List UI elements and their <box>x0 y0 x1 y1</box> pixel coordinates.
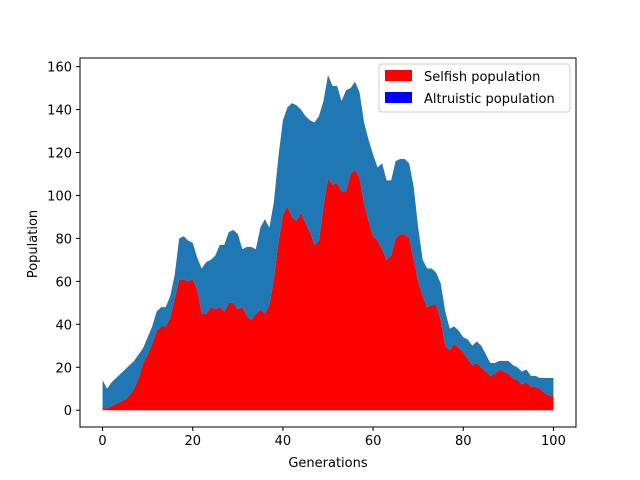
y-tick-label: 20 <box>55 361 72 376</box>
x-axis-label: Generations <box>288 456 368 471</box>
y-tick-label: 0 <box>64 404 72 419</box>
y-tick-label: 80 <box>55 232 72 247</box>
x-tick-label: 80 <box>455 434 472 449</box>
legend-label-selfish: Selfish population <box>424 70 540 85</box>
plot-area <box>102 75 554 411</box>
y-tick-label: 160 <box>47 61 72 76</box>
x-tick-label: 100 <box>541 434 566 449</box>
y-tick-label: 140 <box>47 104 72 119</box>
x-tick-label: 40 <box>275 434 292 449</box>
area-series-selfish <box>102 169 554 411</box>
axes: 0 20 40 60 80 100 0 20 40 60 80 100 120 140 160 <box>47 57 577 449</box>
legend-label-altruistic: Altruistic population <box>424 92 555 107</box>
area-series-altruistic <box>102 75 554 409</box>
legend-swatch-altruistic <box>385 92 412 103</box>
legend: Selfish population Altruistic population <box>378 63 571 113</box>
y-tick-label: 100 <box>47 189 72 204</box>
y-axis-label: Population <box>26 210 41 278</box>
x-tick-label: 60 <box>365 434 382 449</box>
x-tick-label: 0 <box>98 434 106 449</box>
y-tick-label: 40 <box>55 318 72 333</box>
y-tick-label: 120 <box>47 147 72 162</box>
y-tick-label: 60 <box>55 275 72 290</box>
axes-frame <box>79 57 577 428</box>
legend-box <box>378 63 571 113</box>
x-tick-label: 20 <box>184 434 201 449</box>
legend-swatch-selfish <box>385 70 412 81</box>
